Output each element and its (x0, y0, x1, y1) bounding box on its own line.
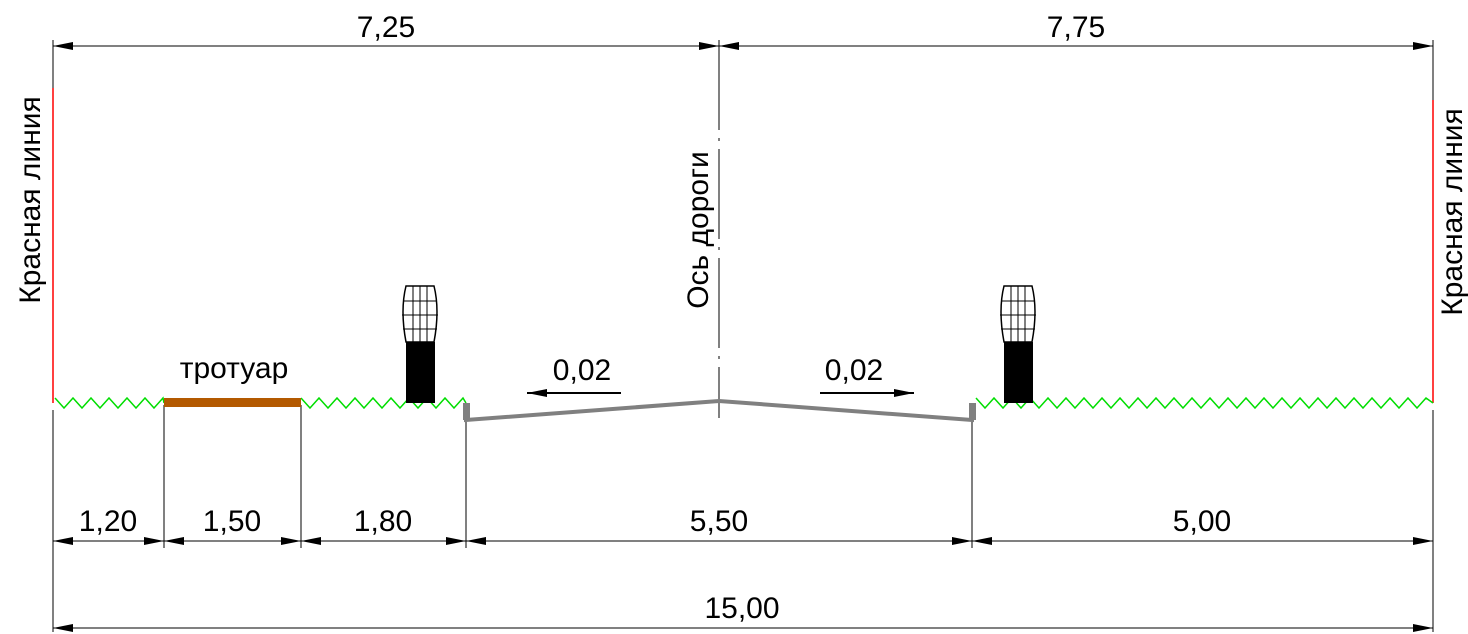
road-axis-label: Ось дороги (682, 151, 715, 309)
street-lamp-right (1000, 285, 1036, 403)
curb-right (969, 403, 976, 420)
dimension-bottom-1: 1,20 (79, 505, 137, 538)
dimension-top-right: 7,75 (1047, 11, 1105, 44)
dimension-bottom-5: 5,00 (1173, 505, 1231, 538)
red-line-label-left: Красная линия (14, 96, 47, 304)
grass-right (975, 396, 1434, 410)
dimension-bottom-2: 1,50 (203, 505, 261, 538)
grass-left (54, 396, 165, 410)
street-lamp-left (402, 285, 438, 403)
curb-left (463, 403, 470, 420)
slope-label-right: 0,02 (825, 354, 883, 387)
sidewalk-label: тротуар (180, 352, 289, 385)
dimension-bottom-4: 5,50 (690, 505, 748, 538)
dimension-total: 15,00 (704, 592, 779, 625)
sidewalk (164, 398, 301, 407)
red-line-label-right: Красная линия (1436, 108, 1468, 316)
dimension-bottom-3: 1,80 (354, 505, 412, 538)
slope-label-left: 0,02 (553, 354, 611, 387)
dimension-top-left: 7,25 (357, 11, 415, 44)
grass-middle (300, 396, 467, 410)
